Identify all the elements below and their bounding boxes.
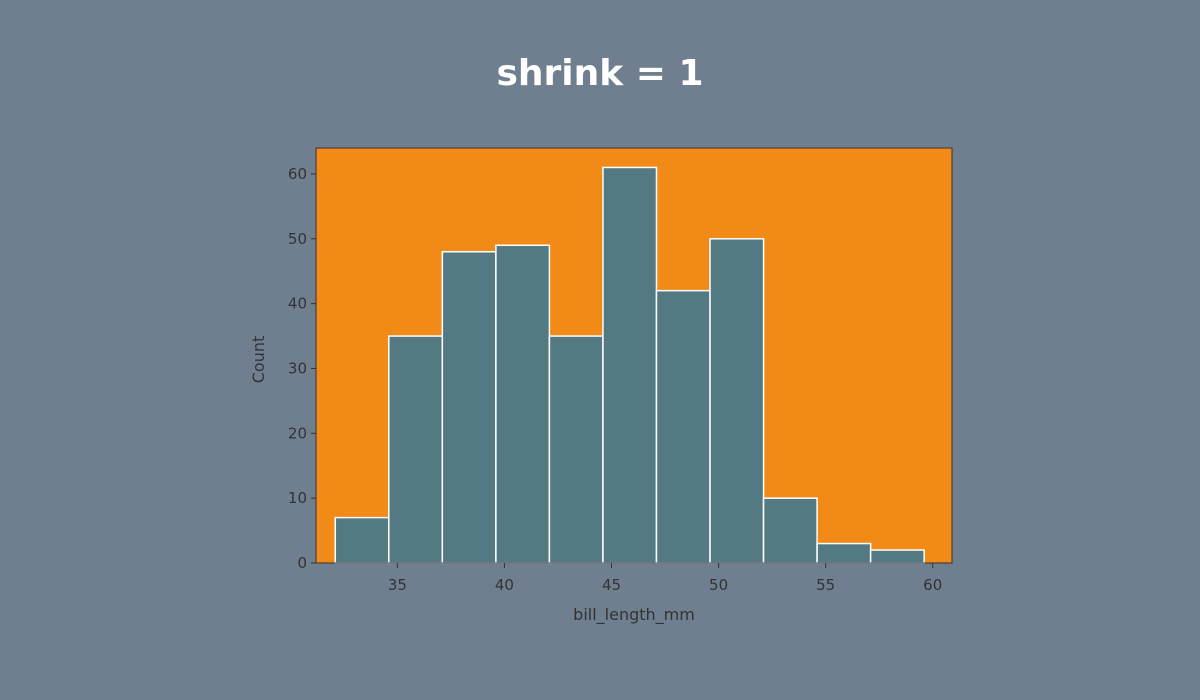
histogram-bar [495, 244, 551, 564]
histogram-bar [388, 335, 444, 564]
y-axis-ticks: 0 10 20 30 40 50 60 [288, 165, 316, 572]
x-tick-label: 40 [495, 576, 514, 594]
plot-frame [315, 147, 953, 564]
y-tick-label: 40 [288, 295, 307, 313]
y-tick-label: 30 [288, 359, 307, 377]
y-tick-label: 50 [288, 230, 307, 248]
y-tick-label: 20 [288, 424, 307, 442]
y-tick-label: 60 [288, 165, 307, 183]
chart-title: shrink = 1 [496, 53, 704, 94]
y-tick-label: 10 [288, 489, 307, 507]
x-tick-label: 60 [923, 576, 942, 594]
x-tick-label: 45 [602, 576, 621, 594]
histogram-bar [548, 335, 604, 564]
x-axis-ticks: 35 40 45 50 55 60 [388, 563, 942, 594]
histogram-bars [334, 166, 925, 564]
histogram-bar [816, 542, 872, 564]
histogram-bar [334, 516, 390, 564]
histogram-bar [869, 549, 925, 564]
histogram-bar [602, 166, 658, 564]
histogram-bar [762, 497, 818, 564]
histogram-bar [441, 251, 497, 564]
x-tick-label: 50 [709, 576, 728, 594]
x-axis-label: bill_length_mm [573, 605, 695, 625]
y-tick-label: 0 [297, 554, 307, 572]
histogram-bar [655, 289, 711, 564]
x-tick-label: 55 [816, 576, 835, 594]
histogram-bar [709, 238, 765, 564]
y-axis-label: Count [249, 336, 268, 384]
x-tick-label: 35 [388, 576, 407, 594]
